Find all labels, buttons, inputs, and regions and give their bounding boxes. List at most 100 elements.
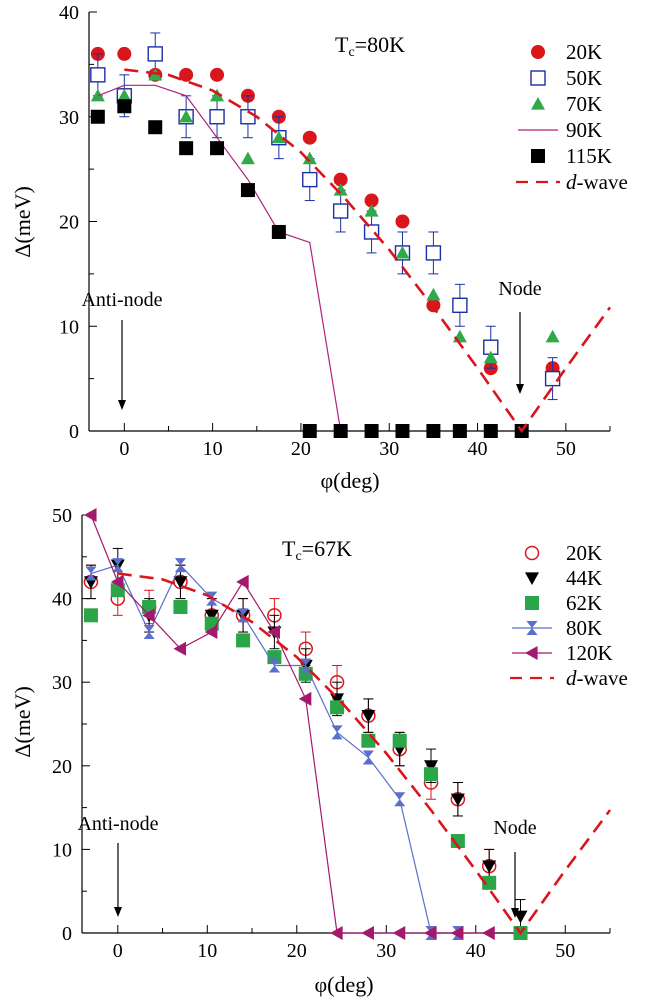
- data-point-70K: [333, 183, 348, 196]
- data-point-44K: [361, 710, 376, 723]
- data-point-115K: [452, 424, 467, 438]
- data-point-44K: [173, 576, 188, 589]
- data-point-120K: [298, 691, 312, 706]
- data-point-115K: [395, 424, 410, 438]
- data-point-70K: [117, 88, 132, 102]
- data-point-90K: [90, 90, 105, 102]
- data-point-90K: [148, 79, 163, 91]
- data-point-44K: [424, 760, 439, 773]
- data-point-62K: [424, 767, 439, 782]
- data-point-115K: [117, 99, 132, 114]
- data-point-70K: [210, 88, 225, 102]
- data-point-115K: [240, 183, 255, 198]
- data-point-120K: [392, 926, 406, 940]
- node-arrow-head: [511, 908, 519, 918]
- chart-panel-bottom: 0 10 20 30 40 50 0 10 20 30 40 50 Δ(meV) φ(deg) Tc=67K…: [10, 505, 628, 997]
- series-line-80K: [90, 564, 458, 934]
- data-point-80K: [394, 792, 406, 807]
- series-50K: [90, 32, 561, 401]
- x-tick-label: 40: [466, 940, 486, 962]
- node-label: Node: [493, 817, 536, 839]
- y-tick-label: 40: [59, 2, 79, 24]
- data-point-120K: [142, 608, 155, 623]
- y-tick-label: 0: [69, 421, 79, 443]
- data-point-115K: [90, 109, 105, 124]
- antinode-arrow-head: [114, 907, 122, 917]
- x-tick-label: 10: [203, 438, 223, 460]
- dwave-curve: [117, 572, 612, 936]
- legend-label: 120K: [566, 641, 613, 665]
- data-point-20K: [117, 46, 132, 61]
- legend-label: 62K: [566, 591, 602, 615]
- data-point-120K: [83, 508, 97, 522]
- data-point-115K: [483, 424, 498, 438]
- chart-title: Tc=80K: [335, 32, 405, 60]
- data-point-70K: [545, 329, 560, 343]
- legend-label: 20K: [566, 40, 602, 64]
- data-point-80K: [143, 625, 155, 640]
- data-point-50K: [90, 67, 106, 83]
- data-point-70K: [426, 287, 441, 301]
- legend-marker-50K: [530, 70, 546, 86]
- legend-marker-80K: [526, 621, 538, 635]
- legend-label: 20K: [566, 541, 602, 565]
- series-115K: [90, 99, 529, 438]
- node-arrow-head: [516, 384, 524, 394]
- data-point-70K: [240, 151, 255, 165]
- y-tick-label: 20: [59, 212, 79, 234]
- y-tick-label: 30: [59, 107, 79, 129]
- legend-marker-90K: [531, 124, 545, 136]
- data-point-115K: [302, 424, 317, 438]
- x-tick-label: 30: [379, 438, 399, 460]
- chart-panel-top: 0 10 20 30 40 50 0 10 20 30 40 Δ(meV) φ(deg) Tc=80K 20…: [10, 2, 628, 493]
- x-tick-label: 20: [291, 438, 311, 460]
- y-tick-label: 0: [62, 923, 72, 945]
- data-point-70K: [271, 130, 286, 144]
- data-point-44K: [513, 910, 528, 924]
- data-point-50K: [209, 109, 225, 125]
- data-point-62K: [361, 733, 376, 748]
- y-axis-label: Δ(meV): [10, 186, 35, 258]
- data-point-115K: [426, 424, 441, 438]
- y-tick-label: 20: [52, 756, 72, 778]
- data-point-120K: [110, 574, 124, 589]
- x-tick-label: 30: [376, 940, 396, 962]
- legend-marker-70K: [531, 97, 545, 110]
- data-point-115K: [179, 141, 194, 156]
- x-tick-label: 0: [113, 940, 123, 962]
- data-point-44K: [330, 693, 345, 706]
- x-tick-label: 10: [197, 940, 217, 962]
- dwave-curve: [124, 68, 612, 434]
- data-point-20K: [179, 67, 194, 82]
- data-point-90K: [179, 90, 194, 102]
- data-point-115K: [364, 424, 379, 438]
- data-point-50K: [332, 203, 349, 219]
- data-point-70K: [395, 245, 410, 259]
- antinode-arrow-head: [118, 400, 126, 410]
- x-tick-label: 40: [468, 438, 488, 460]
- chart-title: Tc=67K: [282, 536, 352, 564]
- y-tick-label: 50: [52, 505, 72, 527]
- legend-marker-62K: [525, 596, 539, 610]
- data-point-120K: [424, 926, 437, 940]
- data-point-80K: [112, 558, 124, 573]
- data-point-20K: [333, 172, 348, 187]
- data-point-20K: [302, 130, 317, 145]
- data-point-20K: [210, 67, 225, 82]
- data-point-120K: [450, 926, 464, 940]
- data-point-50K: [452, 297, 468, 313]
- data-point-70K: [364, 204, 379, 217]
- legend-marker-44K: [525, 572, 539, 585]
- data-point-62K: [392, 733, 407, 748]
- x-tick-label: 50: [556, 438, 576, 460]
- x-axis-label: φ(deg): [320, 468, 379, 493]
- data-point-50K: [302, 171, 318, 188]
- data-point-44K: [482, 860, 497, 874]
- series-d-wave: [117, 572, 612, 936]
- legend-marker-20K: [524, 545, 540, 561]
- data-point-50K: [363, 224, 380, 240]
- data-point-80K: [425, 926, 437, 940]
- data-point-20K: [364, 193, 379, 208]
